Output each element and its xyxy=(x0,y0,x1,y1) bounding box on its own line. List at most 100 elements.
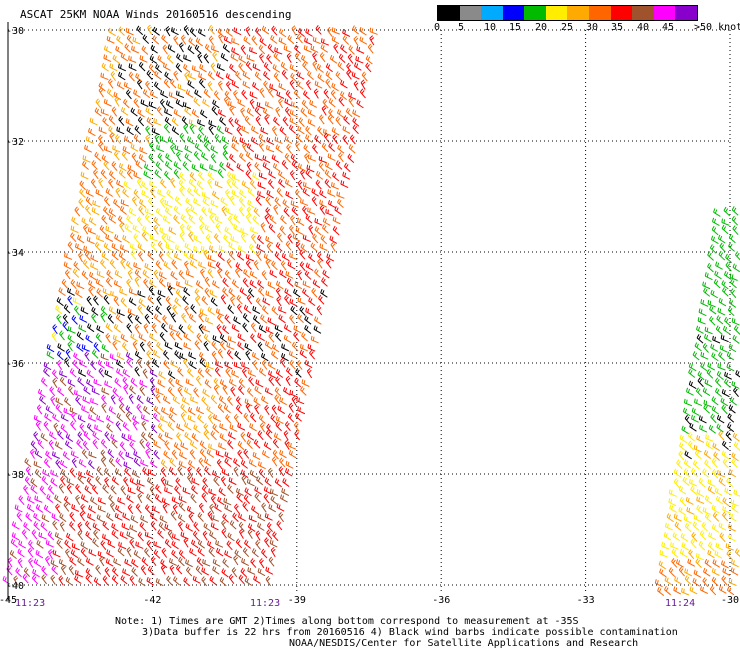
wind-barb xyxy=(174,485,181,496)
wind-barb xyxy=(256,101,265,110)
wind-barb xyxy=(99,556,105,567)
wind-barb xyxy=(299,261,306,272)
wind-barb xyxy=(212,280,220,289)
wind-barb xyxy=(212,335,221,343)
wind-barb xyxy=(146,360,152,371)
wind-barb xyxy=(183,123,189,134)
wind-barb xyxy=(287,34,295,45)
wind-barb xyxy=(286,52,292,64)
wind-barb xyxy=(137,79,143,90)
wind-barb xyxy=(239,137,248,145)
wind-barb xyxy=(49,431,57,440)
wind-barb xyxy=(289,79,295,90)
wind-barb xyxy=(692,351,700,361)
wind-barb xyxy=(312,143,319,154)
wind-barb xyxy=(143,323,149,334)
wind-barb xyxy=(109,132,115,143)
wind-barb xyxy=(32,568,40,578)
wind-barb xyxy=(173,109,182,118)
wind-barb xyxy=(98,177,104,189)
wind-barb xyxy=(159,98,166,109)
wind-barb xyxy=(173,576,180,586)
wind-barb xyxy=(311,188,319,197)
wind-barb xyxy=(112,387,119,398)
wind-barb xyxy=(109,259,116,270)
wind-barb xyxy=(167,421,175,431)
wind-barb xyxy=(203,423,210,434)
wind-barb xyxy=(313,325,322,334)
wind-barb xyxy=(338,96,345,107)
wind-barb xyxy=(284,294,290,305)
wind-barb xyxy=(285,190,294,200)
wind-barb xyxy=(347,153,355,163)
wind-barb xyxy=(714,387,722,397)
wind-barb xyxy=(166,235,175,244)
wind-barb xyxy=(160,467,167,478)
wind-barb xyxy=(296,396,305,405)
wind-barb xyxy=(201,206,208,217)
wind-barb xyxy=(208,245,217,254)
wind-barb xyxy=(253,260,259,271)
wind-barb xyxy=(225,367,232,378)
wind-barb xyxy=(155,387,164,396)
wind-barb xyxy=(108,125,116,136)
wind-barb xyxy=(331,27,340,35)
wind-barb xyxy=(699,424,708,433)
wind-barb xyxy=(139,341,146,352)
wind-barb xyxy=(199,63,207,73)
wind-barb xyxy=(251,505,259,515)
wind-barb xyxy=(268,556,275,567)
wind-barb xyxy=(711,396,719,406)
wind-barb xyxy=(157,422,165,433)
wind-barb xyxy=(139,521,147,532)
wind-barb xyxy=(49,386,56,397)
wind-barb xyxy=(167,386,175,397)
wind-barb xyxy=(127,164,136,173)
wind-barb xyxy=(721,287,729,297)
wind-barb xyxy=(79,359,87,368)
wind-barb xyxy=(241,142,247,153)
wind-barb xyxy=(221,519,227,530)
wind-barb xyxy=(95,189,104,198)
wind-barb xyxy=(221,568,229,578)
wind-barb xyxy=(697,317,706,325)
wind-barb xyxy=(212,51,218,62)
wind-barb xyxy=(721,280,729,290)
wind-barb xyxy=(254,404,260,415)
wind-barb xyxy=(280,214,287,225)
wind-barb xyxy=(195,375,202,386)
wind-barb xyxy=(198,261,207,269)
wind-barb xyxy=(174,196,182,206)
wind-barb xyxy=(121,342,129,352)
lon-label: -36 xyxy=(432,595,450,606)
wind-barb xyxy=(106,423,113,433)
wind-barb xyxy=(283,334,292,344)
wind-barb xyxy=(178,270,185,280)
wind-barb xyxy=(669,504,677,513)
wind-barb xyxy=(111,242,120,252)
wind-barb xyxy=(71,504,80,512)
wind-barb xyxy=(67,295,73,306)
wind-barb xyxy=(319,204,326,215)
wind-barb xyxy=(17,558,23,569)
wind-barb xyxy=(231,189,240,198)
wind-barb xyxy=(700,351,709,360)
wind-barb xyxy=(729,512,737,522)
wind-barb xyxy=(340,79,348,89)
wind-barb xyxy=(104,380,113,389)
wind-barb xyxy=(270,495,278,505)
wind-barb xyxy=(221,135,229,145)
wind-barb xyxy=(227,215,234,226)
wind-barb xyxy=(253,575,261,584)
wind-barb xyxy=(126,531,135,540)
wind-barb xyxy=(113,296,120,307)
wind-barb xyxy=(252,314,260,325)
wind-barb xyxy=(102,117,109,127)
wind-barb xyxy=(109,63,118,72)
wind-barb xyxy=(48,439,55,450)
wind-barb xyxy=(687,440,695,451)
wind-barb xyxy=(137,531,144,542)
wind-barb xyxy=(330,182,340,190)
wind-barb xyxy=(241,558,249,567)
wind-barb xyxy=(93,169,99,180)
